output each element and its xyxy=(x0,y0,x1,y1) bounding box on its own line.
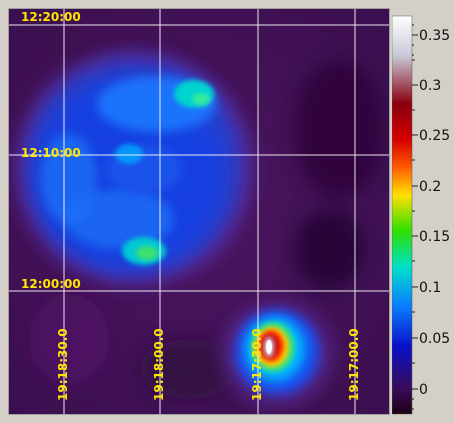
coordinate-grid xyxy=(9,9,389,414)
colorbar-tick-0: 0 xyxy=(419,382,428,398)
colorbar-ticks xyxy=(412,24,418,410)
colorbar-tick-0.05: 0.05 xyxy=(419,331,450,347)
compact-bright-source xyxy=(222,302,332,406)
ra-label-3: 19:17:30.0 xyxy=(250,328,264,401)
colorbar-tick-0.3: 0.3 xyxy=(419,78,441,94)
colorbar-gradient xyxy=(391,15,413,415)
colorbar-tick-0.15: 0.15 xyxy=(419,229,450,245)
ra-label-4: 19:17:00.0 xyxy=(347,328,361,401)
colorbar: 0.35 0.3 0.25 0.2 0.15 0.1 0.05 0 xyxy=(391,8,452,415)
extended-shell-source xyxy=(14,51,254,287)
ra-label-1: 19:18:30.0 xyxy=(56,328,70,401)
background-noise xyxy=(29,59,384,399)
dec-label-3: 12:00:00 xyxy=(21,277,81,291)
dec-label-1: 12:20:00 xyxy=(21,10,81,24)
colorbar-tick-0.1: 0.1 xyxy=(419,280,441,296)
ra-label-2: 19:18:00.0 xyxy=(152,328,166,401)
colorbar-tick-0.25: 0.25 xyxy=(419,128,450,144)
colorbar-graphic: 0.35 0.3 0.25 0.2 0.15 0.1 0.05 0 xyxy=(391,15,450,415)
sky-image-panel: 12:20:00 12:10:00 12:00:00 19:18:30.0 19… xyxy=(8,8,390,415)
colorbar-tick-0.2: 0.2 xyxy=(419,179,441,195)
sky-image: 12:20:00 12:10:00 12:00:00 19:18:30.0 19… xyxy=(9,9,389,414)
dec-label-2: 12:10:00 xyxy=(21,146,81,160)
colorbar-tick-0.35: 0.35 xyxy=(419,28,450,44)
